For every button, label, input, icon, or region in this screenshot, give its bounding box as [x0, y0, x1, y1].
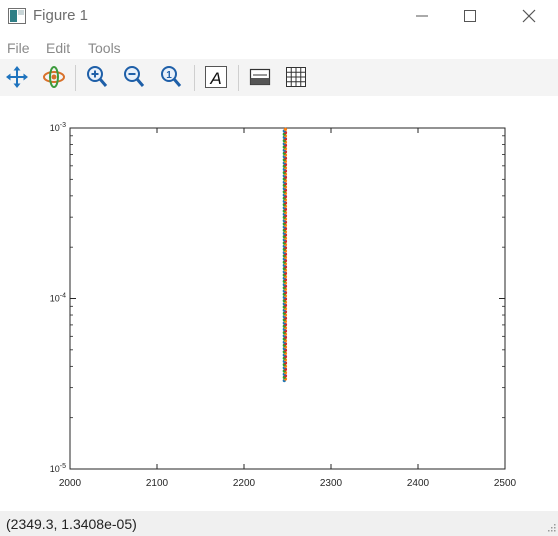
maximize-icon	[464, 10, 476, 22]
pan-icon	[6, 66, 28, 88]
zoom-reset-button[interactable]: 1	[158, 64, 184, 90]
zoom-in-button[interactable]	[84, 64, 110, 90]
data-point	[283, 127, 288, 131]
status-bar: (2349.3, 1.3408e-05)	[0, 511, 558, 536]
x-tick-label: 2000	[59, 478, 82, 489]
x-tick-label: 2300	[320, 478, 343, 489]
menu-file[interactable]: File	[7, 40, 30, 56]
menu-tools[interactable]: Tools	[88, 40, 121, 56]
minimize-button[interactable]	[399, 0, 445, 32]
rotate-3d-icon	[43, 66, 65, 88]
minimize-icon	[416, 15, 428, 17]
edit-axes-icon	[249, 68, 271, 86]
zoom-out-icon	[124, 66, 145, 87]
y-tick-label: 10-3	[50, 122, 66, 133]
x-tick-label: 2200	[233, 478, 256, 489]
toolbar-separator	[194, 65, 195, 91]
plot-axes[interactable]: 2000 2100 2200 2300 2400 2500 10-5 10-4 10-3	[0, 96, 558, 511]
svg-text:1: 1	[166, 70, 172, 81]
axes-box	[69, 127, 506, 470]
svg-text:A: A	[209, 69, 221, 88]
close-button[interactable]	[506, 0, 552, 32]
window-title: Figure 1	[33, 7, 89, 24]
text-annotation-button[interactable]: A	[203, 64, 229, 90]
toolbar: 1 A	[0, 59, 558, 96]
pan-button[interactable]	[4, 64, 30, 90]
y-tick-label: 10-4	[50, 293, 66, 304]
figure-canvas[interactable]: 2000 2100 2200 2300 2400 2500 10-5 10-4 10-3	[0, 96, 558, 511]
grid-toggle-button[interactable]	[283, 64, 309, 90]
x-tick-label: 2100	[146, 478, 169, 489]
text-annotation-icon: A	[205, 66, 227, 88]
x-tick-label: 2500	[494, 478, 517, 489]
zoom-out-button[interactable]	[121, 64, 147, 90]
figure-window-icon	[8, 8, 26, 24]
cursor-coordinates: (2349.3, 1.3408e-05)	[6, 516, 137, 532]
x-tick-label: 2400	[407, 478, 430, 489]
menu-bar: File Edit Tools	[0, 35, 558, 59]
maximize-button[interactable]	[447, 0, 493, 32]
toolbar-separator	[238, 65, 239, 91]
zoom-in-icon	[87, 66, 108, 87]
toolbar-separator	[75, 65, 76, 91]
title-bar: Figure 1	[0, 0, 558, 32]
y-tick-label: 10-5	[50, 463, 66, 474]
rotate-3d-button[interactable]	[41, 64, 67, 90]
zoom-reset-icon: 1	[161, 66, 182, 87]
menu-edit[interactable]: Edit	[46, 40, 71, 56]
edit-axes-button[interactable]	[247, 64, 273, 90]
grid-toggle-icon	[286, 67, 306, 87]
resize-grip-icon[interactable]	[546, 524, 556, 534]
close-icon	[522, 9, 536, 23]
